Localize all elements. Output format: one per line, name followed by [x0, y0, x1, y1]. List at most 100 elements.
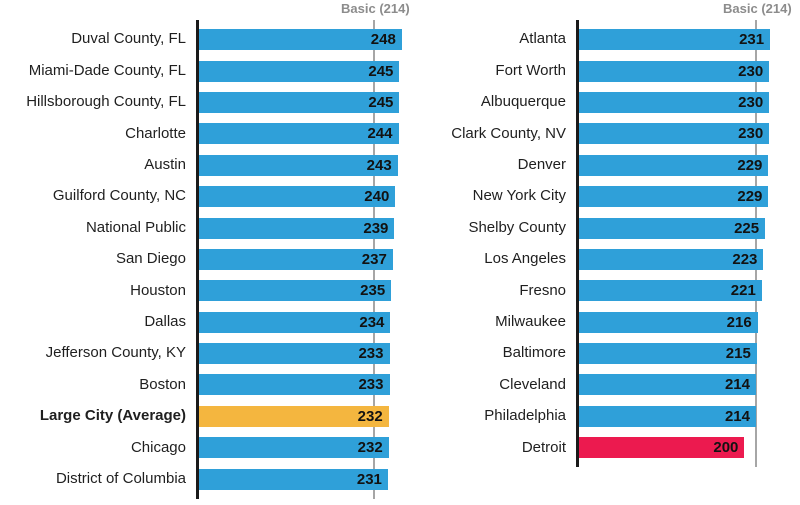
bar-track: 243: [199, 154, 417, 176]
category-label: Shelby County: [468, 218, 566, 236]
plot-area: Atlanta 231 Fort Worth 230 Albuquerque 230 Cla…: [440, 20, 800, 468]
bar-value-label: 245: [368, 62, 394, 80]
bar-row: Philadelphia 214: [440, 401, 800, 432]
bar-track: 231: [199, 468, 417, 490]
bar-row: Dallas 234: [0, 307, 417, 338]
bar-row: Duval County, FL 248: [0, 24, 417, 55]
bar-row: New York City 229: [440, 181, 800, 212]
bar-track: 232: [199, 437, 417, 459]
bar: 216: [579, 311, 758, 333]
bar-value-label: 245: [368, 93, 394, 111]
bar-track: 232: [199, 405, 417, 427]
bar: 231: [199, 468, 388, 490]
category-label: Large City (Average): [39, 407, 186, 425]
bar-track: 214: [579, 374, 800, 396]
bar-row: Fort Worth 230: [440, 55, 800, 86]
bar: 243: [199, 154, 398, 176]
bar: 214: [579, 405, 756, 427]
bar-row: Denver 229: [440, 150, 800, 181]
bar-value-label: 225: [734, 219, 760, 237]
bar-value-label: 248: [370, 31, 396, 49]
bar-row: National Public 239: [0, 212, 417, 243]
bar: 233: [199, 374, 390, 396]
bar-row: Guilford County, NC 240: [0, 181, 417, 212]
bar-row: Jefferson County, KY 233: [0, 338, 417, 369]
reference-label: Basic (214): [723, 1, 792, 16]
bar-row: Baltimore 215: [440, 338, 800, 369]
bar-row: San Diego 237: [0, 244, 417, 275]
bar-value-label: 229: [737, 188, 763, 206]
bar-value-label: 231: [739, 31, 765, 49]
plot-area: Duval County, FL 248 Miami-Dade County, FL…: [0, 20, 417, 499]
bar-value-label: 200: [713, 439, 739, 457]
chart-column-left: Basic (214) Duval County, FL 248 Miami-Dad…: [0, 1, 417, 499]
bar-track: 237: [199, 248, 417, 270]
bar: 200: [579, 437, 745, 459]
category-label: Albuquerque: [480, 93, 566, 111]
bar: 223: [579, 248, 764, 270]
bar: 215: [579, 343, 757, 365]
bar-value-label: 243: [366, 156, 392, 174]
bar-row: Houston 235: [0, 275, 417, 306]
bar-row: Large City (Average) 232: [0, 401, 417, 432]
bar-value-label: 244: [367, 125, 393, 143]
bar: 240: [199, 186, 396, 208]
bar-value-label: 221: [730, 282, 756, 300]
bar-track: 214: [579, 405, 800, 427]
bar-track: 216: [579, 311, 800, 333]
bar-track: 239: [199, 217, 417, 239]
bar-value-label: 230: [738, 125, 764, 143]
bar-value-label: 237: [361, 250, 387, 268]
category-label: Fresno: [519, 281, 566, 299]
bar-track: 225: [579, 217, 800, 239]
bar-row: Shelby County 225: [440, 212, 800, 243]
bar-track: 233: [199, 374, 417, 396]
bar: 245: [199, 60, 400, 82]
bar-track: 221: [579, 280, 800, 302]
category-label: New York City: [472, 187, 566, 205]
category-label: Detroit: [521, 438, 566, 456]
bar: 232: [199, 437, 389, 459]
bar-value-label: 231: [356, 470, 382, 488]
category-label: Clark County, NV: [451, 124, 566, 142]
bar: 230: [579, 91, 770, 113]
bar-row: Albuquerque 230: [440, 87, 800, 118]
bar: 248: [199, 29, 402, 51]
bar: 229: [579, 154, 769, 176]
bar-row: Fresno 221: [440, 275, 800, 306]
category-label: National Public: [85, 218, 186, 236]
bar-row: Charlotte 244: [0, 118, 417, 149]
chart-column-right: Basic (214) Atlanta 231 Fort Worth 230 Albuq…: [440, 0, 800, 468]
category-label: Milwaukee: [495, 312, 566, 330]
category-label: Chicago: [130, 438, 186, 456]
bar-track: 248: [199, 29, 417, 51]
category-label: Fort Worth: [495, 61, 566, 79]
bar: 233: [199, 343, 390, 365]
bar-track: 245: [199, 91, 417, 113]
bar-row: Detroit 200: [440, 432, 800, 463]
bar-value-label: 215: [725, 345, 751, 363]
bar-row: Cleveland 214: [440, 369, 800, 400]
bar-value-label: 230: [738, 62, 764, 80]
category-label: San Diego: [115, 250, 186, 268]
category-label: Dallas: [144, 312, 186, 330]
bar-track: 244: [199, 123, 417, 145]
bar-value-label: 214: [724, 407, 750, 425]
bar-row: Austin 243: [0, 150, 417, 181]
reference-line: [755, 20, 757, 468]
bar-track: 233: [199, 343, 417, 365]
bar-row: Milwaukee 216: [440, 307, 800, 338]
bar-track: 215: [579, 343, 800, 365]
bar-track: 200: [579, 437, 800, 459]
bar-rows: Duval County, FL 248 Miami-Dade County, FL…: [0, 24, 417, 495]
bar-track: 230: [579, 60, 800, 82]
bar-value-label: 240: [364, 188, 390, 206]
bar-value-label: 232: [357, 407, 383, 425]
category-label: Miami-Dade County, FL: [28, 61, 186, 79]
bar-row: Los Angeles 223: [440, 244, 800, 275]
axis-line: [576, 20, 579, 468]
bar-row: Hillsborough County, FL 245: [0, 87, 417, 118]
bar: 230: [579, 123, 770, 145]
category-label: Cleveland: [499, 375, 566, 393]
